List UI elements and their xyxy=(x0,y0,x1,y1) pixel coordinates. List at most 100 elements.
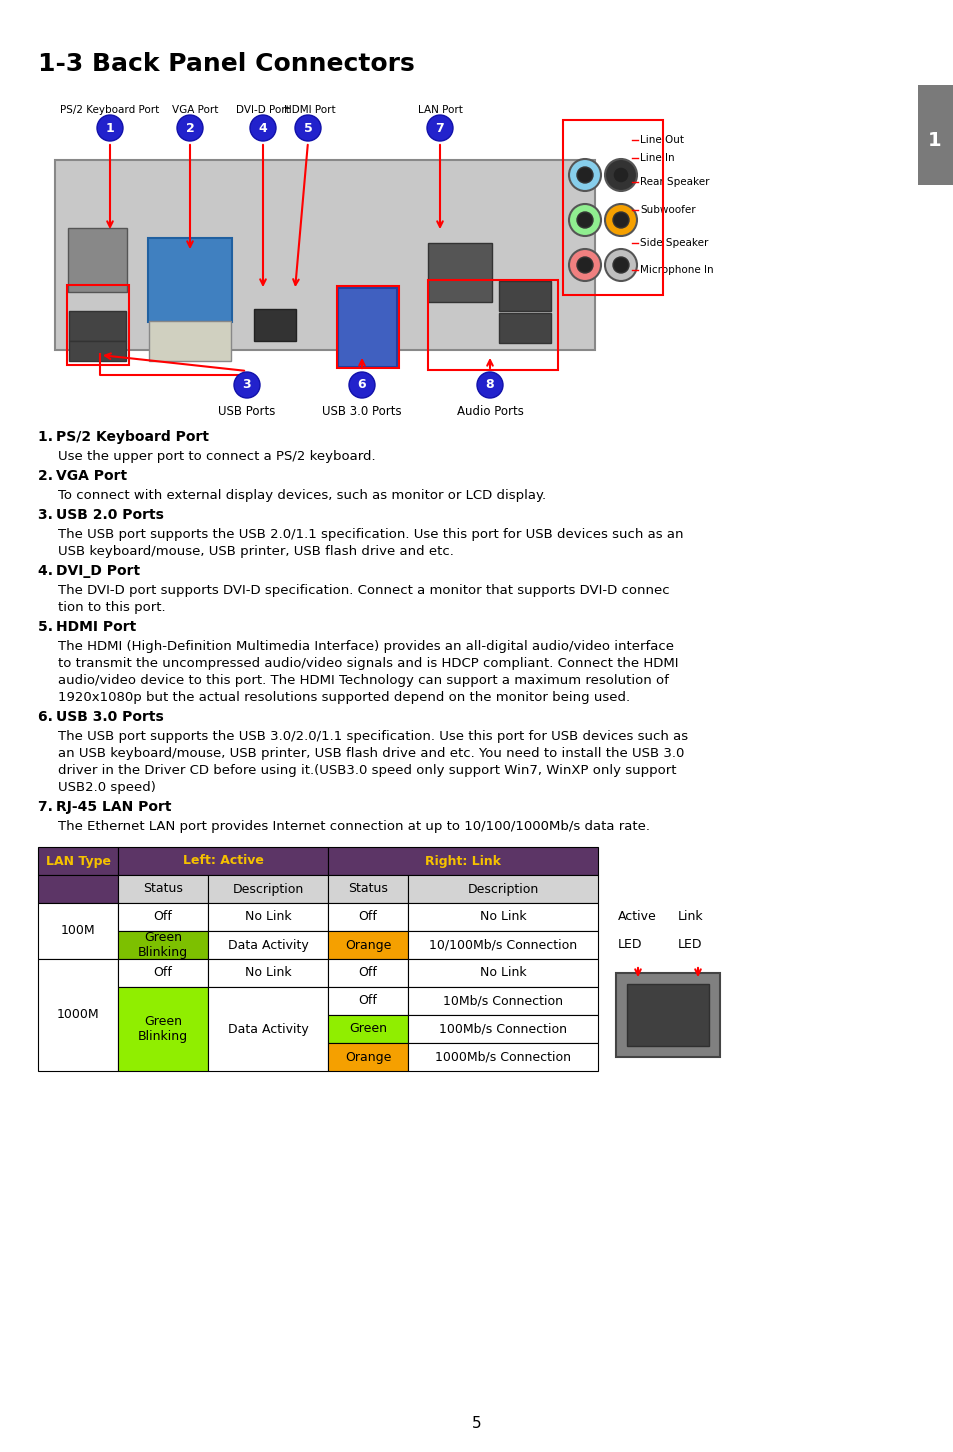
FancyBboxPatch shape xyxy=(118,958,208,987)
Text: 1: 1 xyxy=(927,131,941,150)
FancyBboxPatch shape xyxy=(328,1015,408,1043)
Text: USB 3.0 Ports: USB 3.0 Ports xyxy=(56,710,164,725)
Text: Use the upper port to connect a PS/2 keyboard.: Use the upper port to connect a PS/2 key… xyxy=(58,450,375,463)
Text: 5: 5 xyxy=(472,1417,481,1432)
FancyBboxPatch shape xyxy=(616,973,720,1057)
Circle shape xyxy=(613,212,628,228)
Text: HDMI Port: HDMI Port xyxy=(56,620,136,635)
FancyBboxPatch shape xyxy=(428,242,492,302)
Text: 2.: 2. xyxy=(38,469,58,484)
Text: 5: 5 xyxy=(303,122,312,135)
Text: Side Speaker: Side Speaker xyxy=(639,238,708,248)
Text: 5.: 5. xyxy=(38,620,58,635)
Text: tion to this port.: tion to this port. xyxy=(58,601,166,614)
FancyBboxPatch shape xyxy=(208,931,328,958)
Text: No Link: No Link xyxy=(479,967,526,980)
FancyBboxPatch shape xyxy=(408,958,598,987)
Text: USB2.0 speed): USB2.0 speed) xyxy=(58,781,155,794)
Text: 1920x1080p but the actual resolutions supported depend on the monitor being used: 1920x1080p but the actual resolutions su… xyxy=(58,691,630,704)
Circle shape xyxy=(604,160,637,192)
FancyBboxPatch shape xyxy=(69,341,126,362)
FancyBboxPatch shape xyxy=(328,931,408,958)
Text: 1.: 1. xyxy=(38,430,58,444)
Text: 10Mb/s Connection: 10Mb/s Connection xyxy=(442,995,562,1008)
Text: 100M: 100M xyxy=(61,925,95,938)
FancyBboxPatch shape xyxy=(118,903,208,931)
Text: PS/2 Keyboard Port: PS/2 Keyboard Port xyxy=(60,105,159,115)
FancyBboxPatch shape xyxy=(118,876,208,903)
FancyBboxPatch shape xyxy=(208,903,328,931)
FancyBboxPatch shape xyxy=(498,314,551,343)
Text: 7.: 7. xyxy=(38,800,58,815)
Text: DVI-D Port: DVI-D Port xyxy=(236,105,290,115)
Text: Microphone In: Microphone In xyxy=(639,266,713,274)
Text: 1000M: 1000M xyxy=(56,1009,99,1022)
Text: Description: Description xyxy=(467,883,538,896)
Text: No Link: No Link xyxy=(244,910,291,923)
Text: Left: Active: Left: Active xyxy=(182,854,263,867)
Circle shape xyxy=(577,212,593,228)
Text: driver in the Driver CD before using it.(USB3.0 speed only support Win7, WinXP o: driver in the Driver CD before using it.… xyxy=(58,764,676,777)
Text: 4.: 4. xyxy=(38,563,58,578)
Circle shape xyxy=(476,372,502,398)
Text: Off: Off xyxy=(358,967,377,980)
FancyBboxPatch shape xyxy=(208,876,328,903)
Text: VGA Port: VGA Port xyxy=(172,105,218,115)
FancyBboxPatch shape xyxy=(328,958,408,987)
Circle shape xyxy=(577,167,593,183)
Text: Green
Blinking: Green Blinking xyxy=(138,1015,188,1043)
Text: Rear Speaker: Rear Speaker xyxy=(639,177,709,187)
Text: 3: 3 xyxy=(242,379,251,392)
Text: The USB port supports the USB 2.0/1.1 specification. Use this port for USB devic: The USB port supports the USB 2.0/1.1 sp… xyxy=(58,529,682,542)
FancyBboxPatch shape xyxy=(328,847,598,876)
Text: Green: Green xyxy=(349,1022,387,1035)
Text: 6: 6 xyxy=(357,379,366,392)
Text: an USB keyboard/mouse, USB printer, USB flash drive and etc. You need to install: an USB keyboard/mouse, USB printer, USB … xyxy=(58,746,683,759)
FancyBboxPatch shape xyxy=(328,876,408,903)
Circle shape xyxy=(568,248,600,282)
Text: 4: 4 xyxy=(258,122,267,135)
FancyBboxPatch shape xyxy=(917,86,953,184)
Circle shape xyxy=(427,115,453,141)
Text: Description: Description xyxy=(233,883,303,896)
FancyBboxPatch shape xyxy=(208,958,328,987)
FancyBboxPatch shape xyxy=(118,847,328,876)
Circle shape xyxy=(568,203,600,237)
Text: Data Activity: Data Activity xyxy=(228,1022,308,1035)
Text: 7: 7 xyxy=(436,122,444,135)
Text: Link: Link xyxy=(678,910,703,923)
FancyBboxPatch shape xyxy=(337,287,396,367)
Text: Data Activity: Data Activity xyxy=(228,938,308,951)
Text: HDMI Port: HDMI Port xyxy=(284,105,335,115)
Text: 8: 8 xyxy=(485,379,494,392)
Circle shape xyxy=(349,372,375,398)
Text: DVI_D Port: DVI_D Port xyxy=(56,563,140,578)
FancyBboxPatch shape xyxy=(149,321,231,362)
Text: 1000Mb/s Connection: 1000Mb/s Connection xyxy=(435,1050,571,1063)
Text: No Link: No Link xyxy=(479,910,526,923)
FancyBboxPatch shape xyxy=(68,228,127,292)
Text: 3.: 3. xyxy=(38,508,58,523)
Text: to transmit the uncompressed audio/video signals and is HDCP compliant. Connect : to transmit the uncompressed audio/video… xyxy=(58,656,678,669)
Text: Off: Off xyxy=(358,995,377,1008)
Text: LED: LED xyxy=(618,938,641,951)
Text: Audio Ports: Audio Ports xyxy=(456,405,523,418)
Text: USB Ports: USB Ports xyxy=(218,405,275,418)
Text: The USB port supports the USB 3.0/2.0/1.1 specification. Use this port for USB d: The USB port supports the USB 3.0/2.0/1.… xyxy=(58,730,687,743)
FancyBboxPatch shape xyxy=(69,311,126,341)
Text: Off: Off xyxy=(153,967,172,980)
Text: PS/2 Keyboard Port: PS/2 Keyboard Port xyxy=(56,430,209,444)
FancyBboxPatch shape xyxy=(408,987,598,1015)
FancyBboxPatch shape xyxy=(38,958,118,1072)
Text: LED: LED xyxy=(678,938,701,951)
Text: 10/100Mb/s Connection: 10/100Mb/s Connection xyxy=(429,938,577,951)
Text: Active: Active xyxy=(618,910,656,923)
Text: To connect with external display devices, such as monitor or LCD display.: To connect with external display devices… xyxy=(58,489,545,502)
FancyBboxPatch shape xyxy=(208,987,328,1072)
FancyBboxPatch shape xyxy=(408,931,598,958)
Text: LAN Type: LAN Type xyxy=(46,854,111,867)
Circle shape xyxy=(233,372,260,398)
FancyBboxPatch shape xyxy=(626,984,708,1045)
Text: audio/video device to this port. The HDMI Technology can support a maximum resol: audio/video device to this port. The HDM… xyxy=(58,674,668,687)
Text: The DVI-D port supports DVI-D specification. Connect a monitor that supports DVI: The DVI-D port supports DVI-D specificat… xyxy=(58,584,669,597)
